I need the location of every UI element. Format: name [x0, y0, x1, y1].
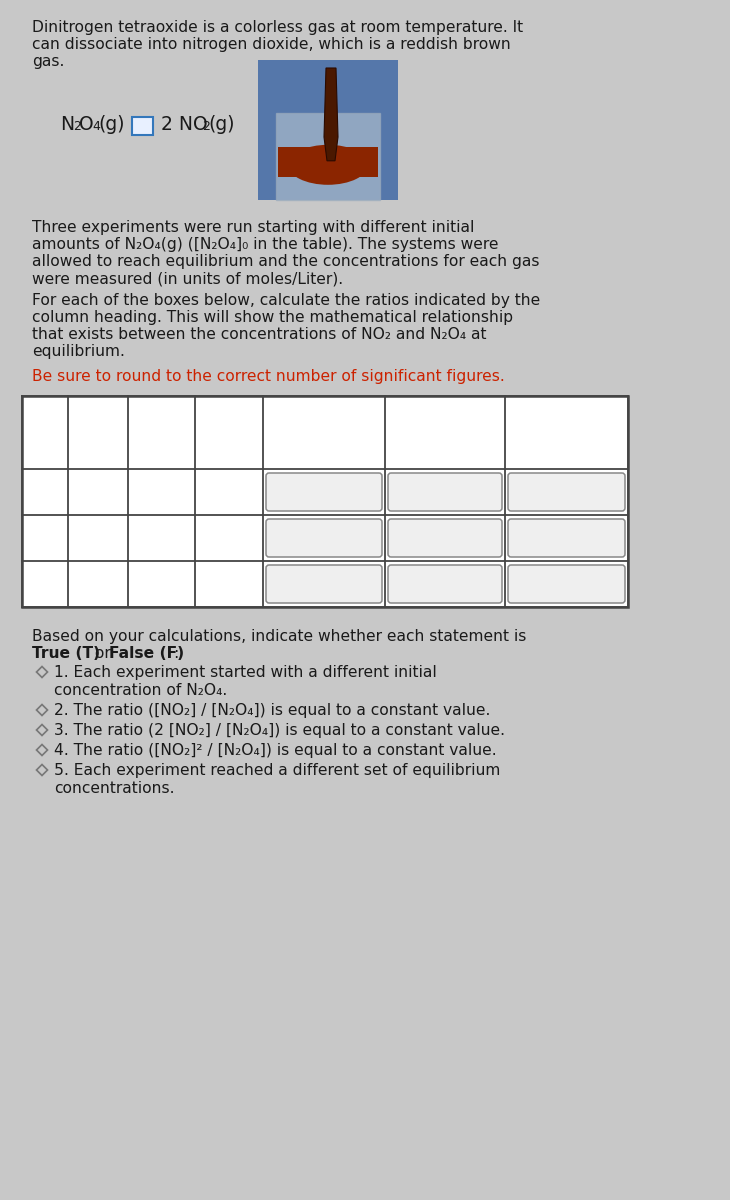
Text: O: O: [79, 115, 93, 134]
Text: 1. Each experiment started with a different initial: 1. Each experiment started with a differ…: [54, 665, 437, 680]
Text: 2.1: 2.1: [84, 576, 112, 592]
Text: [N₂O₄]: [N₂O₄]: [300, 427, 348, 440]
FancyBboxPatch shape: [508, 473, 625, 511]
FancyBboxPatch shape: [388, 473, 502, 511]
Text: or: or: [90, 646, 115, 661]
Text: [NO₂]²: [NO₂]²: [542, 402, 591, 416]
Text: 5. Each experiment reached a different set of equilibrium: 5. Each experiment reached a different s…: [54, 763, 500, 778]
Text: (g): (g): [98, 115, 125, 134]
Text: / [N₂O₄]: / [N₂O₄]: [416, 427, 474, 440]
Text: concentration of N₂O₄.: concentration of N₂O₄.: [54, 683, 227, 698]
Text: 1.1: 1.1: [215, 576, 243, 592]
Polygon shape: [324, 68, 338, 161]
Text: For each of the boxes below, calculate the ratios indicated by the: For each of the boxes below, calculate t…: [32, 293, 540, 308]
Ellipse shape: [288, 145, 368, 185]
Text: 2.06: 2.06: [142, 576, 181, 592]
FancyBboxPatch shape: [388, 565, 502, 602]
Bar: [258, 60, 398, 200]
Text: were measured (in units of moles/Liter).: were measured (in units of moles/Liter).: [32, 271, 343, 286]
Text: :: :: [173, 646, 178, 661]
Text: amounts of N₂O₄(g) ([N₂O₄]₀ in the table). The systems were: amounts of N₂O₄(g) ([N₂O₄]₀ in the table…: [32, 236, 499, 252]
Text: ?: ?: [138, 118, 146, 131]
Text: True (T): True (T): [32, 646, 100, 661]
Text: 2. The ratio ([NO₂] / [N₂O₄]) is equal to a constant value.: 2. The ratio ([NO₂] / [N₂O₄]) is equal t…: [54, 703, 491, 718]
Bar: [22, 396, 628, 607]
Text: 3. The ratio (2 [NO₂] / [N₂O₄]) is equal to a constant value.: 3. The ratio (2 [NO₂] / [N₂O₄]) is equal…: [54, 722, 505, 738]
Text: concentrations.: concentrations.: [54, 781, 174, 796]
Text: equilibrium.: equilibrium.: [32, 344, 125, 359]
Text: 2.98: 2.98: [142, 485, 181, 499]
Text: [N₂O₄]: [N₂O₄]: [542, 439, 591, 452]
FancyBboxPatch shape: [508, 565, 625, 602]
Text: gas.: gas.: [32, 54, 64, 68]
FancyBboxPatch shape: [131, 116, 153, 134]
FancyBboxPatch shape: [266, 565, 382, 602]
Text: 2 [NO₂]: 2 [NO₂]: [417, 407, 474, 421]
Text: False (F): False (F): [109, 646, 184, 661]
Text: 2.64: 2.64: [142, 530, 181, 546]
Text: 2: 2: [39, 530, 50, 546]
Text: N: N: [60, 115, 74, 134]
Text: [NO₂] /: [NO₂] /: [298, 407, 350, 421]
Text: [N₂O₄]₀: [N₂O₄]₀: [71, 426, 125, 439]
Text: 3.1: 3.1: [84, 530, 112, 546]
Text: [NO₂]: [NO₂]: [140, 426, 182, 439]
Text: 3.8: 3.8: [84, 485, 112, 499]
FancyBboxPatch shape: [508, 518, 625, 557]
Bar: [278, 146, 378, 176]
Text: /: /: [564, 419, 569, 433]
Text: 1.8: 1.8: [215, 530, 243, 546]
Text: (g): (g): [208, 115, 234, 134]
Text: Three experiments were run starting with different initial: Three experiments were run starting with…: [32, 220, 474, 235]
Text: 2 NO: 2 NO: [155, 115, 207, 134]
Text: 1: 1: [39, 485, 50, 499]
Text: 2: 2: [202, 120, 210, 133]
FancyBboxPatch shape: [388, 518, 502, 557]
Text: 2.3: 2.3: [215, 485, 243, 499]
Text: Based on your calculations, indicate whether each statement is: Based on your calculations, indicate whe…: [32, 629, 526, 644]
Text: Exp: Exp: [31, 426, 59, 439]
Bar: [276, 113, 380, 200]
Text: Be sure to round to the correct number of significant figures.: Be sure to round to the correct number o…: [32, 370, 504, 384]
Text: [N₂O₄]: [N₂O₄]: [205, 426, 253, 439]
Text: Dinitrogen tetraoxide is a colorless gas at room temperature. It: Dinitrogen tetraoxide is a colorless gas…: [32, 20, 523, 35]
Text: can dissociate into nitrogen dioxide, which is a reddish brown: can dissociate into nitrogen dioxide, wh…: [32, 37, 511, 52]
Text: 4: 4: [92, 120, 100, 133]
Text: column heading. This will show the mathematical relationship: column heading. This will show the mathe…: [32, 310, 513, 325]
Text: allowed to reach equilibrium and the concentrations for each gas: allowed to reach equilibrium and the con…: [32, 254, 539, 269]
Text: 4. The ratio ([NO₂]² / [N₂O₄]) is equal to a constant value.: 4. The ratio ([NO₂]² / [N₂O₄]) is equal …: [54, 743, 496, 758]
Text: 3: 3: [39, 576, 50, 592]
Text: that exists between the concentrations of NO₂ and N₂O₄ at: that exists between the concentrations o…: [32, 326, 486, 342]
FancyBboxPatch shape: [266, 518, 382, 557]
FancyBboxPatch shape: [266, 473, 382, 511]
Text: 2: 2: [73, 120, 81, 133]
